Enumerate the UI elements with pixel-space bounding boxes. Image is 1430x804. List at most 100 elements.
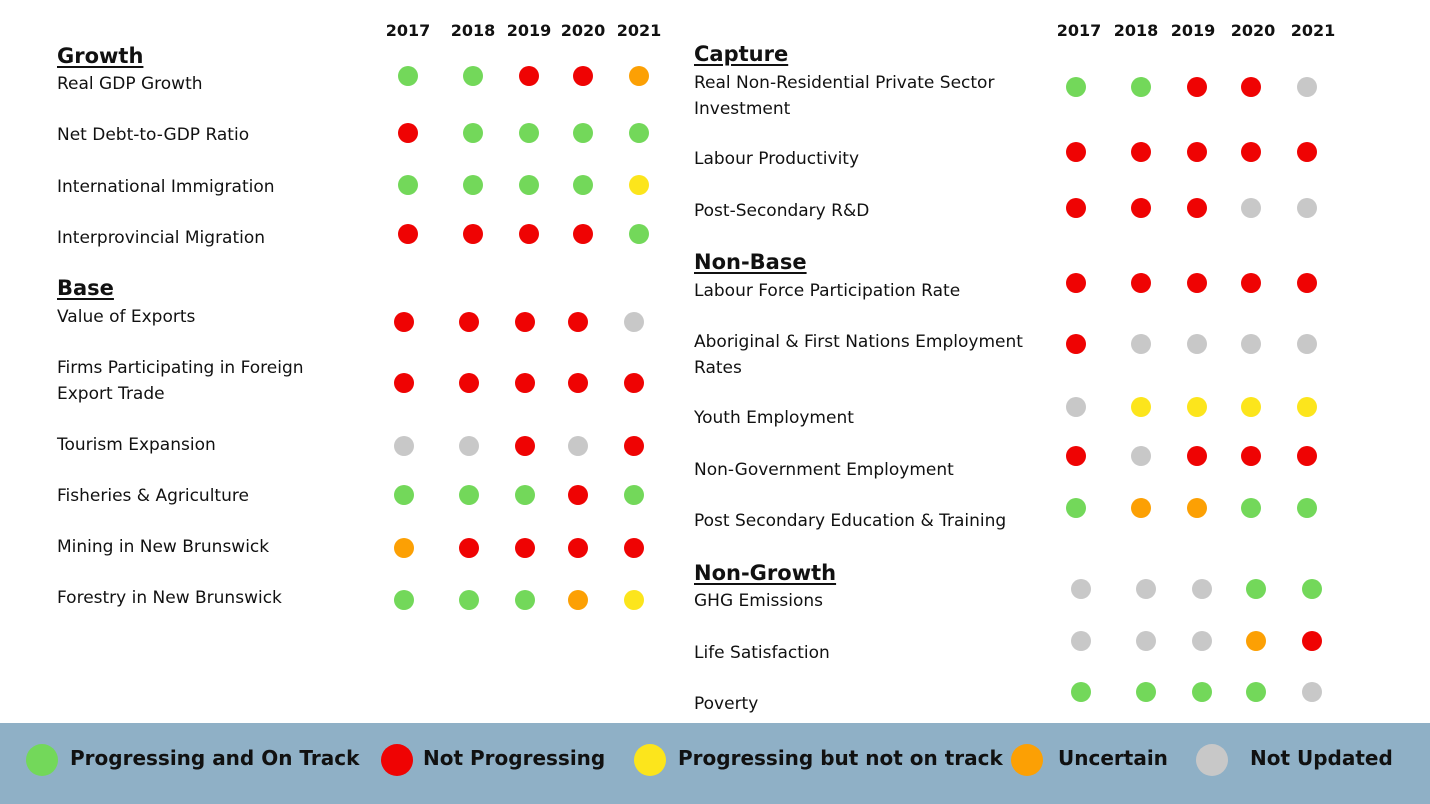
status-dot-fisheries-and-agriculture-2020	[568, 485, 588, 505]
status-dot-labour-force-participation-rate-2018	[1131, 273, 1151, 293]
status-dot-interprovincial-migration-2021	[629, 224, 649, 244]
status-dot-post-secondary-randd-2020	[1241, 198, 1261, 218]
status-dot-post-secondary-education-and-training-2021	[1297, 498, 1317, 518]
left-year-2018: 2018	[450, 21, 496, 40]
indicator-label-fisheries-and-agriculture: Fisheries & Agriculture	[57, 486, 249, 506]
right-year-2021: 2021	[1290, 21, 1336, 40]
indicator-label-aboriginal-and-first-nations-employment-rates: Aboriginal & First Nations Employment Ra…	[694, 332, 1023, 378]
status-dot-post-secondary-education-and-training-2019	[1187, 498, 1207, 518]
status-dot-post-secondary-randd-2018	[1131, 198, 1151, 218]
status-dot-non-government-employment-2020	[1241, 446, 1261, 466]
status-dot-life-satisfaction-2020	[1246, 631, 1266, 651]
legend-label-progressing-on-track: Progressing and On Track	[70, 746, 360, 770]
status-dot-labour-productivity-2018	[1131, 142, 1151, 162]
status-dot-net-debt-to-gdp-ratio-2019	[519, 123, 539, 143]
status-dot-international-immigration-2020	[573, 175, 593, 195]
status-dot-aboriginal-and-first-nations-employment-rates-2019	[1187, 334, 1207, 354]
status-dot-firms-participating-in-foreign-export-trade-2019	[515, 373, 535, 393]
status-dot-labour-productivity-2017	[1066, 142, 1086, 162]
status-dot-labour-productivity-2020	[1241, 142, 1261, 162]
status-dot-value-of-exports-2020	[568, 312, 588, 332]
status-dot-real-non-residential-private-sector-investment-2020	[1241, 77, 1261, 97]
status-dot-net-debt-to-gdp-ratio-2020	[573, 123, 593, 143]
status-dot-mining-in-new-brunswick-2017	[394, 538, 414, 558]
status-dot-forestry-in-new-brunswick-2018	[459, 590, 479, 610]
status-dot-real-gdp-growth-2021	[629, 66, 649, 86]
status-dot-post-secondary-education-and-training-2018	[1131, 498, 1151, 518]
status-dot-poverty-2019	[1192, 682, 1212, 702]
indicator-label-interprovincial-migration: Interprovincial Migration	[57, 228, 266, 248]
status-dot-poverty-2021	[1302, 682, 1322, 702]
status-dot-interprovincial-migration-2018	[463, 224, 483, 244]
status-dot-life-satisfaction-2021	[1302, 631, 1322, 651]
status-dot-labour-productivity-2021	[1297, 142, 1317, 162]
section-title-growth: Growth	[57, 44, 144, 68]
right-year-2020: 2020	[1230, 21, 1276, 40]
status-dot-mining-in-new-brunswick-2018	[459, 538, 479, 558]
indicator-label-post-secondary-education-and-training: Post Secondary Education & Training	[694, 511, 1007, 531]
status-dot-labour-force-participation-rate-2021	[1297, 273, 1317, 293]
right-year-2019: 2019	[1170, 21, 1216, 40]
status-dot-international-immigration-2017	[398, 175, 418, 195]
legend-bar: Progressing and On Track Not Progressing…	[0, 723, 1430, 804]
status-dot-mining-in-new-brunswick-2019	[515, 538, 535, 558]
indicator-label-real-gdp-growth: Real GDP Growth	[57, 74, 203, 94]
status-dot-ghg-emissions-2017	[1071, 579, 1091, 599]
indicator-label-poverty: Poverty	[694, 694, 759, 714]
indicator-label-net-debt-to-gdp-ratio: Net Debt-to-GDP Ratio	[57, 125, 250, 145]
status-dot-non-government-employment-2018	[1131, 446, 1151, 466]
status-dot-net-debt-to-gdp-ratio-2017	[398, 123, 418, 143]
status-dot-post-secondary-education-and-training-2017	[1066, 498, 1086, 518]
status-dot-international-immigration-2019	[519, 175, 539, 195]
status-dot-youth-employment-2021	[1297, 397, 1317, 417]
status-dot-net-debt-to-gdp-ratio-2018	[463, 123, 483, 143]
section-title-capture: Capture	[694, 42, 789, 66]
status-dot-poverty-2018	[1136, 682, 1156, 702]
status-dot-mining-in-new-brunswick-2021	[624, 538, 644, 558]
status-dot-labour-force-participation-rate-2020	[1241, 273, 1261, 293]
status-dot-youth-employment-2019	[1187, 397, 1207, 417]
indicator-label-labour-productivity: Labour Productivity	[694, 149, 860, 169]
status-dot-aboriginal-and-first-nations-employment-rates-2017	[1066, 334, 1086, 354]
status-dot-interprovincial-migration-2017	[398, 224, 418, 244]
status-dot-poverty-2017	[1071, 682, 1091, 702]
status-dot-tourism-expansion-2018	[459, 436, 479, 456]
status-dot-post-secondary-education-and-training-2020	[1241, 498, 1261, 518]
status-dot-real-gdp-growth-2019	[519, 66, 539, 86]
indicator-label-labour-force-participation-rate: Labour Force Participation Rate	[694, 281, 961, 301]
legend-gray-dot	[1196, 744, 1228, 776]
status-dot-forestry-in-new-brunswick-2020	[568, 590, 588, 610]
status-dot-international-immigration-2021	[629, 175, 649, 195]
status-dot-ghg-emissions-2020	[1246, 579, 1266, 599]
status-dot-interprovincial-migration-2020	[573, 224, 593, 244]
status-dot-real-non-residential-private-sector-investment-2017	[1066, 77, 1086, 97]
status-dot-aboriginal-and-first-nations-employment-rates-2020	[1241, 334, 1261, 354]
status-dot-fisheries-and-agriculture-2019	[515, 485, 535, 505]
status-dot-ghg-emissions-2018	[1136, 579, 1156, 599]
status-dot-youth-employment-2020	[1241, 397, 1261, 417]
indicator-label-non-government-employment: Non-Government Employment	[694, 460, 954, 480]
status-dot-mining-in-new-brunswick-2020	[568, 538, 588, 558]
indicator-label-post-secondary-randd: Post-Secondary R&D	[694, 201, 870, 221]
status-dot-firms-participating-in-foreign-export-trade-2021	[624, 373, 644, 393]
left-year-2019: 2019	[506, 21, 552, 40]
status-dot-labour-productivity-2019	[1187, 142, 1207, 162]
legend-green-dot	[26, 744, 58, 776]
section-title-base: Base	[57, 276, 114, 300]
status-dot-tourism-expansion-2020	[568, 436, 588, 456]
status-dot-ghg-emissions-2019	[1192, 579, 1212, 599]
status-dot-labour-force-participation-rate-2019	[1187, 273, 1207, 293]
status-dot-non-government-employment-2019	[1187, 446, 1207, 466]
left-year-2020: 2020	[560, 21, 606, 40]
status-dot-forestry-in-new-brunswick-2021	[624, 590, 644, 610]
status-dot-fisheries-and-agriculture-2018	[459, 485, 479, 505]
status-dot-real-gdp-growth-2018	[463, 66, 483, 86]
left-year-2017: 2017	[385, 21, 431, 40]
legend-orange-dot	[1011, 744, 1043, 776]
status-dot-real-gdp-growth-2017	[398, 66, 418, 86]
status-dot-firms-participating-in-foreign-export-trade-2020	[568, 373, 588, 393]
right-year-2017: 2017	[1056, 21, 1102, 40]
status-dot-tourism-expansion-2021	[624, 436, 644, 456]
legend-label-progressing-not-on-track: Progressing but not on track	[678, 746, 1003, 770]
status-dot-poverty-2020	[1246, 682, 1266, 702]
